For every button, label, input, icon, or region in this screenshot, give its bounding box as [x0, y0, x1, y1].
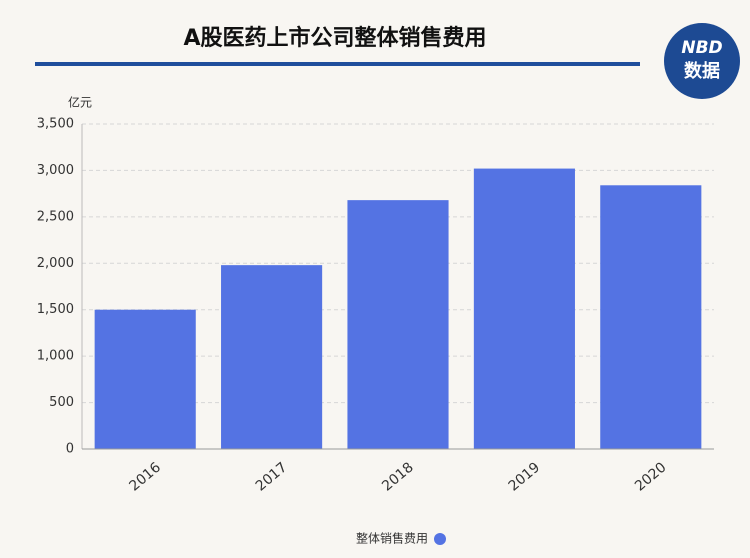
y-tick-label: 1,000 [37, 349, 74, 364]
logo-circle [664, 23, 740, 99]
logo-text: 数据 [684, 60, 720, 82]
y-tick-label: 2,000 [37, 256, 74, 271]
y-tick-label: 0 [66, 442, 74, 457]
chart-title: A股医药上市公司整体销售费用 [183, 25, 486, 51]
y-unit: 亿元 [68, 95, 92, 110]
y-tick-label: 3,000 [37, 163, 74, 178]
bar [94, 309, 196, 449]
bar [347, 200, 449, 449]
y-tick-label: 1,500 [37, 302, 74, 317]
legend-marker [434, 533, 446, 545]
legend-label: 整体销售费用 [356, 531, 428, 546]
bar [221, 265, 323, 449]
y-tick-label: 500 [49, 395, 74, 410]
bar [600, 185, 702, 450]
y-tick-label: 3,500 [37, 117, 74, 132]
bar [473, 168, 575, 450]
logo-text: NBD [681, 38, 722, 58]
y-tick-label: 2,500 [37, 209, 74, 224]
title-underline [35, 62, 640, 66]
